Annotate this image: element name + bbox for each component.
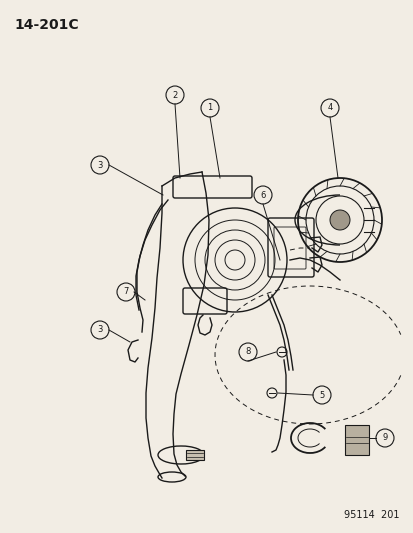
Text: 3: 3 (97, 326, 102, 335)
Text: 9: 9 (382, 433, 387, 442)
Text: 7: 7 (123, 287, 128, 296)
Text: 95114  201: 95114 201 (344, 510, 399, 520)
Text: 4: 4 (327, 103, 332, 112)
Text: 2: 2 (172, 91, 177, 100)
Circle shape (329, 210, 349, 230)
Text: 1: 1 (207, 103, 212, 112)
Text: 14-201C: 14-201C (14, 18, 78, 32)
Text: 5: 5 (318, 391, 324, 400)
FancyBboxPatch shape (344, 425, 368, 455)
Text: 6: 6 (260, 190, 265, 199)
FancyBboxPatch shape (185, 450, 204, 460)
Text: 3: 3 (97, 160, 102, 169)
Text: 8: 8 (245, 348, 250, 357)
